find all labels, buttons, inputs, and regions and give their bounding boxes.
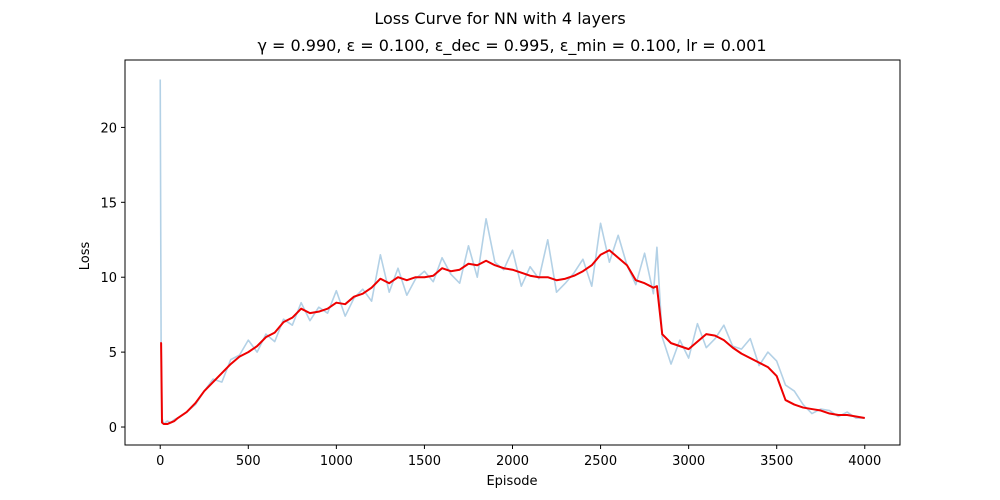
- y-tick-label: 0: [109, 421, 117, 436]
- y-tick-label: 15: [100, 196, 117, 211]
- x-tick-label: 4000: [848, 454, 881, 469]
- y-tick-label: 5: [109, 346, 117, 361]
- chart-subtitle: γ = 0.990, ε = 0.100, ε_dec = 0.995, ε_m…: [257, 36, 766, 56]
- y-tick-label: 10: [100, 271, 117, 286]
- x-tick-label: 3500: [760, 454, 793, 469]
- x-tick-label: 1500: [408, 454, 441, 469]
- axes-layer: 0 500 1000 1500 2000 2500 3000 3500 4000 0 5 10 15 20: [100, 59, 901, 469]
- x-tick-label: 0: [156, 454, 164, 469]
- y-tick-label: 20: [100, 121, 117, 136]
- chart-title: Loss Curve for NN with 4 layers: [374, 9, 625, 28]
- x-tick-label: 2500: [584, 454, 617, 469]
- x-tick-label: 500: [236, 454, 261, 469]
- series-line-smoothed: [160, 249, 865, 426]
- series-layer: [159, 79, 865, 426]
- x-tick-label: 1000: [320, 454, 353, 469]
- x-tick-label: 3000: [672, 454, 705, 469]
- y-axis-label: Loss: [78, 242, 93, 271]
- series-line-raw: [159, 79, 865, 425]
- x-axis-label: Episode: [486, 474, 537, 489]
- x-tick-label: 2000: [496, 454, 529, 469]
